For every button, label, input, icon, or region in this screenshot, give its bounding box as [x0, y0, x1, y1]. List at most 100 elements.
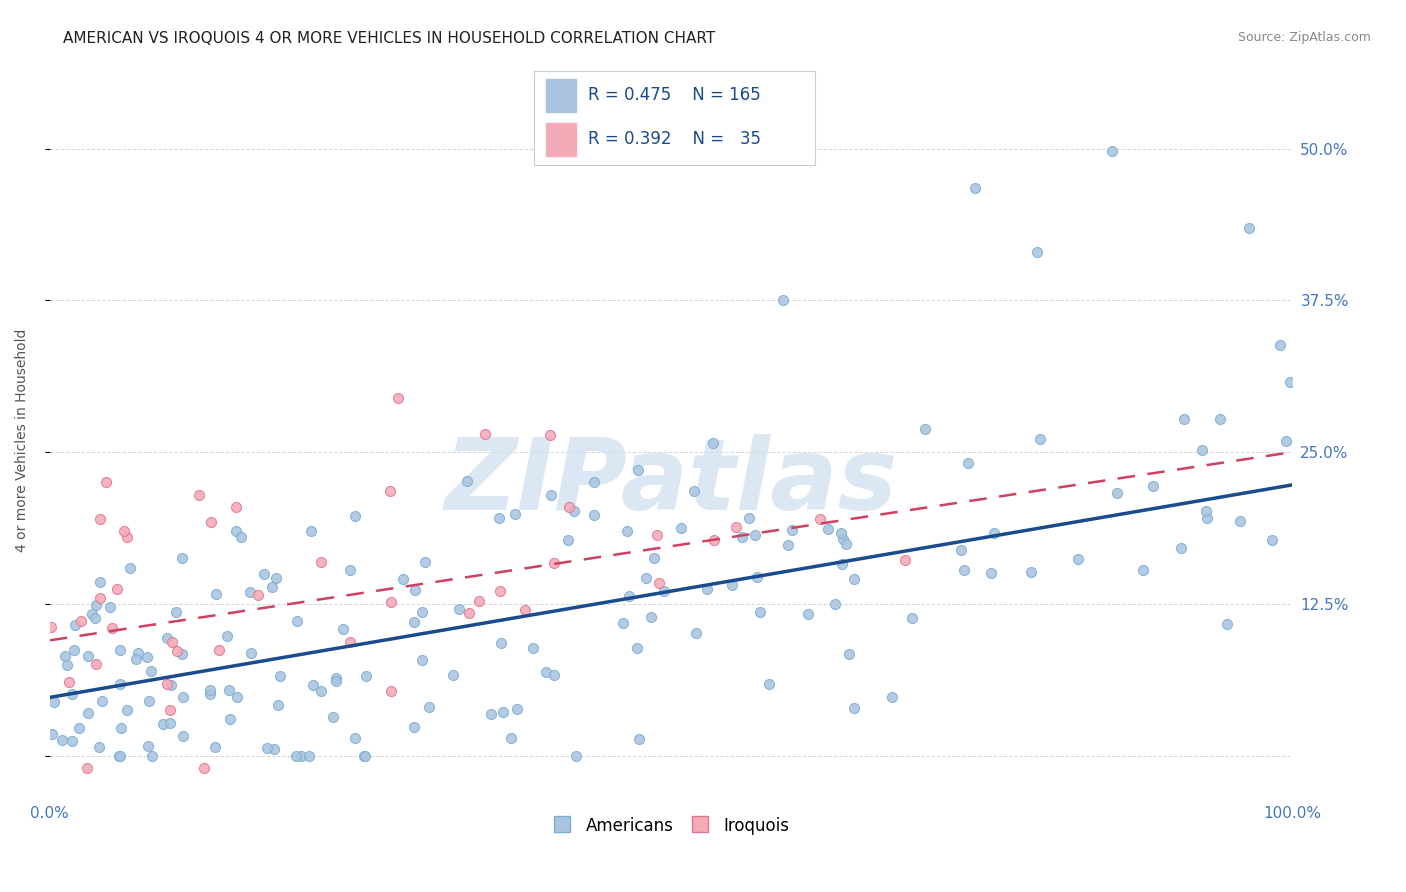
Point	[652, 583, 675, 598]
Point	[89, 512, 111, 526]
Point	[51, 732, 73, 747]
Point	[80, 607, 103, 622]
Point	[950, 543, 973, 558]
Point	[1274, 434, 1296, 449]
Point	[882, 690, 904, 704]
Point	[1215, 616, 1237, 631]
Point	[838, 648, 860, 662]
Point	[538, 427, 561, 442]
Point	[112, 524, 135, 538]
Point	[299, 524, 322, 538]
Point	[844, 572, 866, 586]
Point	[325, 673, 347, 688]
FancyBboxPatch shape	[546, 123, 576, 156]
Point	[1237, 220, 1260, 235]
Point	[1029, 432, 1052, 446]
Point	[1107, 486, 1129, 500]
Point	[1209, 412, 1232, 426]
Point	[110, 722, 132, 736]
Point	[724, 520, 747, 534]
Point	[354, 669, 377, 683]
Point	[557, 533, 579, 548]
Point	[172, 729, 194, 743]
Point	[298, 748, 321, 763]
Point	[619, 589, 641, 603]
Point	[953, 563, 976, 577]
Point	[626, 641, 648, 656]
Point	[311, 555, 333, 569]
Point	[101, 621, 124, 635]
Point	[218, 683, 240, 698]
Text: Source: ZipAtlas.com: Source: ZipAtlas.com	[1237, 31, 1371, 45]
Point	[380, 595, 402, 609]
Point	[418, 700, 440, 714]
Point	[229, 529, 252, 543]
Point	[669, 521, 692, 535]
Point	[253, 567, 276, 582]
Point	[98, 600, 121, 615]
Point	[63, 643, 86, 657]
Point	[392, 573, 415, 587]
Point	[842, 701, 865, 715]
Point	[503, 508, 526, 522]
Point	[339, 634, 361, 648]
Point	[387, 391, 409, 405]
Point	[285, 614, 308, 628]
Point	[1261, 533, 1284, 548]
Point	[468, 594, 491, 608]
Point	[411, 653, 433, 667]
Point	[200, 515, 222, 529]
Point	[1142, 479, 1164, 493]
Point	[534, 665, 557, 679]
Point	[76, 706, 98, 720]
Point	[332, 622, 354, 636]
Point	[648, 576, 671, 591]
Point	[447, 602, 470, 616]
Point	[84, 598, 107, 612]
Point	[831, 557, 853, 571]
Point	[117, 531, 139, 545]
Point	[263, 741, 285, 756]
Point	[1229, 514, 1251, 528]
Point	[456, 474, 478, 488]
Point	[731, 530, 754, 544]
Point	[627, 463, 650, 477]
Text: R = 0.392    N =   35: R = 0.392 N = 35	[588, 130, 761, 148]
Point	[165, 605, 187, 619]
Point	[797, 607, 820, 621]
Point	[127, 646, 149, 660]
Point	[558, 500, 581, 514]
Point	[703, 533, 725, 547]
Point	[204, 739, 226, 754]
Point	[160, 635, 183, 649]
Point	[115, 702, 138, 716]
Point	[957, 457, 980, 471]
Point	[824, 597, 846, 611]
Point	[543, 556, 565, 570]
Point	[39, 620, 62, 634]
Point	[70, 614, 93, 628]
Point	[225, 690, 247, 704]
Point	[441, 668, 464, 682]
Point	[84, 611, 107, 625]
Point	[782, 523, 804, 537]
Point	[172, 690, 194, 704]
Point	[138, 693, 160, 707]
Point	[402, 615, 425, 630]
Point	[983, 526, 1005, 541]
Point	[583, 475, 606, 490]
Point	[636, 571, 658, 585]
Point	[108, 677, 131, 691]
Point	[402, 720, 425, 734]
Point	[267, 698, 290, 712]
Point	[506, 702, 529, 716]
Point	[543, 668, 565, 682]
FancyBboxPatch shape	[546, 78, 576, 112]
Point	[159, 715, 181, 730]
Point	[1191, 442, 1213, 457]
Text: ZIPatlas: ZIPatlas	[444, 434, 897, 532]
Text: R = 0.475    N = 165: R = 0.475 N = 165	[588, 87, 761, 104]
Point	[136, 649, 159, 664]
Point	[200, 683, 222, 698]
Point	[1268, 338, 1291, 352]
